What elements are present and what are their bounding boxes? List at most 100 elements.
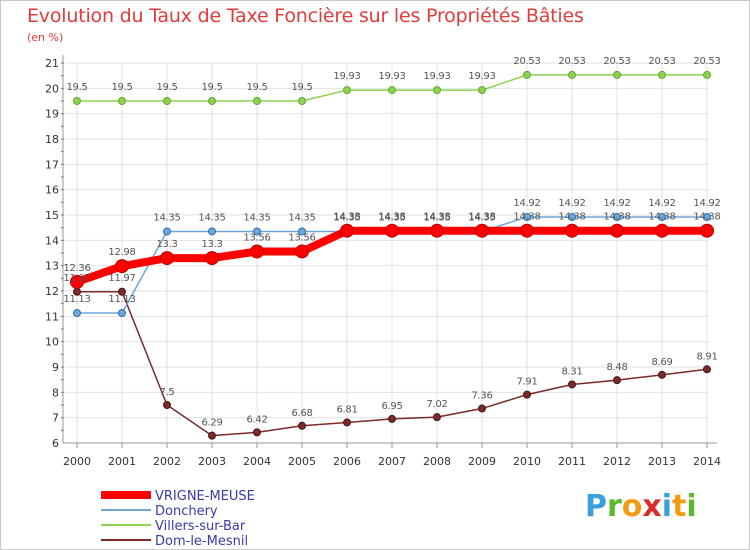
data-label: 19.5 — [246, 82, 267, 93]
data-label: 14.35 — [423, 212, 450, 223]
data-label: 19.93 — [378, 71, 405, 82]
grid — [65, 62, 709, 443]
data-point — [613, 70, 621, 79]
x-tick-label: 2014 — [693, 455, 721, 468]
data-label: 11.97 — [63, 273, 90, 284]
data-point — [478, 404, 486, 413]
data-point — [703, 213, 711, 222]
data-point — [73, 97, 81, 105]
data-point — [658, 213, 666, 222]
data-point — [523, 390, 531, 399]
data-label: 11.13 — [63, 294, 90, 305]
chart-title: Evolution du Taux de Taxe Foncière sur l… — [27, 5, 584, 27]
y-tick-label: 14 — [45, 234, 59, 247]
data-label: 14.35 — [378, 212, 405, 223]
data-label: 6.29 — [201, 418, 222, 429]
data-label: 14.92 — [603, 198, 630, 209]
data-point — [523, 213, 531, 222]
data-point — [70, 274, 84, 289]
y-tick-label: 18 — [45, 133, 59, 146]
data-point — [658, 370, 666, 379]
data-point — [253, 227, 261, 236]
data-label: 20.53 — [558, 56, 585, 67]
y-tick-label: 12 — [45, 285, 59, 298]
data-label: 8.91 — [696, 351, 717, 362]
data-label: 19.5 — [66, 82, 87, 93]
axes — [61, 55, 717, 448]
data-point — [208, 227, 216, 236]
data-label: 7.5 — [159, 387, 174, 398]
data-label: 14.35 — [333, 212, 360, 223]
data-label: 14.38 — [648, 212, 675, 223]
logo-letter: P — [585, 489, 607, 524]
data-label: 14.35 — [468, 212, 495, 223]
data-point — [475, 223, 489, 238]
proxiti-logo: Proxiti — [585, 489, 697, 524]
data-label: 14.35 — [243, 212, 270, 223]
data-point — [565, 223, 579, 238]
data-label: 13.3 — [156, 239, 177, 250]
y-tick-label: 21 — [45, 57, 59, 70]
data-point — [610, 223, 624, 238]
data-label: 14.38 — [468, 212, 495, 223]
data-point — [478, 86, 486, 95]
data-label: 14.38 — [558, 212, 585, 223]
data-point — [160, 251, 174, 266]
data-point — [208, 431, 216, 440]
data-label: 19.5 — [111, 82, 132, 93]
y-tick-label: 7 — [52, 412, 59, 425]
x-tick-label: 2000 — [63, 455, 91, 468]
x-tick-label: 2006 — [333, 455, 361, 468]
data-label: 14.38 — [603, 212, 630, 223]
y-tick-label: 6 — [52, 437, 59, 450]
data-point — [658, 70, 666, 79]
data-label: 14.35 — [288, 212, 315, 223]
data-point — [253, 428, 261, 437]
data-label: 19.93 — [333, 71, 360, 82]
x-tick-label: 2012 — [603, 455, 631, 468]
data-point — [568, 70, 576, 79]
chart-subtitle: (en %) — [27, 31, 64, 44]
logo-letter: r — [607, 489, 622, 524]
data-label: 14.92 — [648, 198, 675, 209]
legend-label: Villers-sur-Bar — [155, 519, 246, 534]
data-label: 14.38 — [513, 212, 540, 223]
x-tick-label: 2010 — [513, 455, 541, 468]
data-point — [118, 97, 126, 105]
data-point — [73, 309, 81, 318]
data-point — [703, 365, 711, 374]
data-point — [118, 287, 126, 296]
data-point — [613, 213, 621, 222]
data-point — [520, 223, 534, 238]
x-tick-label: 2008 — [423, 455, 451, 468]
y-tick-label: 10 — [45, 336, 59, 349]
legend-label: VRIGNE-MEUSE — [155, 489, 255, 504]
data-label: 14.38 — [333, 212, 360, 223]
x-tick-label: 2009 — [468, 455, 496, 468]
logo-letter: t — [672, 489, 687, 524]
data-point — [433, 413, 441, 422]
data-label: 14.38 — [693, 212, 720, 223]
data-label: 14.92 — [513, 198, 540, 209]
data-point — [163, 97, 171, 105]
x-tick-label: 2005 — [288, 455, 316, 468]
data-label: 19.5 — [291, 82, 312, 93]
y-tick-label: 13 — [45, 260, 59, 273]
data-point — [523, 70, 531, 79]
data-label: 14.38 — [423, 212, 450, 223]
legend-label: Donchery — [155, 504, 218, 519]
data-label: 11.97 — [108, 273, 135, 284]
data-label: 13.3 — [201, 239, 222, 250]
data-label: 6.95 — [381, 401, 402, 412]
data-point — [253, 97, 261, 105]
logo-letter: i — [686, 489, 697, 524]
y-tick-label: 8 — [52, 386, 59, 399]
x-tick-label: 2013 — [648, 455, 676, 468]
data-label: 7.91 — [516, 377, 537, 388]
x-tick-label: 2002 — [153, 455, 181, 468]
data-label: 8.69 — [651, 357, 672, 368]
y-tick-label: 15 — [45, 209, 59, 222]
data-label: 14.35 — [153, 212, 180, 223]
data-point — [700, 223, 714, 238]
